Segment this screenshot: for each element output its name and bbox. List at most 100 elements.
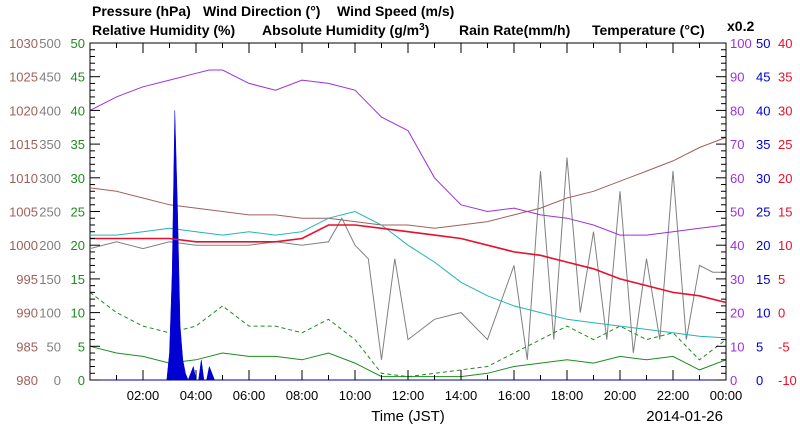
wind-direction-tick-label: 450 xyxy=(39,70,61,85)
data-series xyxy=(89,69,727,381)
series-wind-speed-m-s-gust xyxy=(89,292,727,378)
temperature-tick-label: 25 xyxy=(778,137,792,152)
pressure-title: Pressure (hPa) xyxy=(92,3,191,19)
wind-speed-tick-label: 35 xyxy=(71,137,85,152)
wind-direction-tick-label: 300 xyxy=(39,171,61,186)
relative-humidity-tick-label: 60 xyxy=(730,171,744,186)
temperature-title: Temperature (°C) xyxy=(592,22,705,38)
x-tick-label: 22:00 xyxy=(657,388,690,403)
wind-speed-tick-label: 5 xyxy=(78,339,85,354)
relative-humidity-tick-label: 80 xyxy=(730,103,744,118)
wind-speed-tick-label: 45 xyxy=(71,70,85,85)
series-wind-direction xyxy=(89,157,726,360)
wind-direction-tick-label: 200 xyxy=(39,238,61,253)
pressure-tick-label: 1020 xyxy=(9,103,38,118)
wind-speed-tick-label: 10 xyxy=(71,306,85,321)
wind-speed-tick-label: 30 xyxy=(71,171,85,186)
wind-speed-title: Wind Speed (m/s) xyxy=(337,3,454,19)
absolute-humidity-title: Absolute Humidity (g/m3) xyxy=(262,22,429,38)
temperature-tick-label: 30 xyxy=(778,103,792,118)
temperature-tick-label: 15 xyxy=(778,205,792,220)
x-axis-title: Time (JST) xyxy=(371,408,445,425)
relative-humidity-tick-label: 90 xyxy=(730,70,744,85)
wind-direction-tick-label: 50 xyxy=(47,339,61,354)
rain-rate-tick-label: 35 xyxy=(756,137,770,152)
x-tick-label: 18:00 xyxy=(551,388,584,403)
rain-rate-tick-label: 15 xyxy=(756,272,770,287)
rain-rate-tick-label: 50 xyxy=(756,36,770,51)
x-tick-label: 06:00 xyxy=(233,388,266,403)
wind-direction-tick-label: 350 xyxy=(39,137,61,152)
relative-humidity-tick-label: 70 xyxy=(730,137,744,152)
wind-speed-tick-label: 0 xyxy=(78,373,85,388)
wind-direction-tick-label: 0 xyxy=(54,373,61,388)
plot-frame xyxy=(89,42,727,381)
wind-direction-tick-label: 400 xyxy=(39,103,61,118)
rain-rate-tick-label: 25 xyxy=(756,205,770,220)
pressure-tick-label: 995 xyxy=(16,272,38,287)
absolute-humidity-title-main: Absolute Humidity (g/m xyxy=(262,22,419,38)
wind-direction-tick-label: 100 xyxy=(39,306,61,321)
wind-direction-tick-label: 250 xyxy=(39,205,61,220)
pressure-tick-label: 1010 xyxy=(9,171,38,186)
relative-humidity-tick-label: 40 xyxy=(730,238,744,253)
wind-direction-title: Wind Direction (°) xyxy=(203,3,320,19)
rain-rate-tick-label: 30 xyxy=(756,171,770,186)
pressure-tick-label: 1005 xyxy=(9,205,38,220)
wind-speed-tick-label: 20 xyxy=(71,238,85,253)
pressure-tick-label: 1025 xyxy=(9,70,38,85)
wind-direction-tick-label: 150 xyxy=(39,272,61,287)
x-tick-label: 16:00 xyxy=(498,388,531,403)
absolute-humidity-title-superscript: 3 xyxy=(419,22,425,33)
x-tick-label: 20:00 xyxy=(604,388,637,403)
wind-speed-tick-label: 40 xyxy=(71,103,85,118)
relative-humidity-tick-label: 0 xyxy=(730,373,737,388)
temperature-tick-label: 35 xyxy=(778,70,792,85)
relative-humidity-tick-label: 30 xyxy=(730,272,744,287)
temperature-tick-label: 0 xyxy=(778,306,785,321)
pressure-tick-label: 990 xyxy=(16,306,38,321)
chart-header: Pressure (hPa) Wind Direction (°) Wind S… xyxy=(92,3,754,38)
pressure-tick-label: 1015 xyxy=(9,137,38,152)
rain-rate-tick-label: 45 xyxy=(756,70,770,85)
pressure-tick-label: 985 xyxy=(16,339,38,354)
relative-humidity-tick-label: 20 xyxy=(730,306,744,321)
relative-humidity-tick-label: 100 xyxy=(730,36,752,51)
rain-rate-tick-label: 10 xyxy=(756,306,770,321)
x-tick-label: 10:00 xyxy=(339,388,372,403)
pressure-tick-label: 980 xyxy=(16,373,38,388)
x-tick-label: 12:00 xyxy=(392,388,425,403)
pressure-tick-label: 1000 xyxy=(9,238,38,253)
x-tick-label: 00:00 xyxy=(710,388,743,403)
temperature-tick-label: 5 xyxy=(778,272,785,287)
x-tick-label: 04:00 xyxy=(180,388,213,403)
series-absolute-humidity-g-m3-x0-2 xyxy=(90,210,727,339)
wind-direction-tick-label: 500 xyxy=(39,36,61,51)
wind-speed-tick-label: 25 xyxy=(71,205,85,220)
wind-speed-tick-label: 15 xyxy=(71,272,85,287)
rain-rate-title: Rain Rate(mm/h) xyxy=(459,22,570,38)
relative-humidity-title: Relative Humidity (%) xyxy=(92,22,235,38)
rain-rate-tick-label: 0 xyxy=(756,373,763,388)
x-tick-label: 02:00 xyxy=(127,388,160,403)
temperature-tick-label: -5 xyxy=(778,339,790,354)
temperature-tick-label: 20 xyxy=(778,171,792,186)
relative-humidity-tick-label: 10 xyxy=(730,339,744,354)
series-relative-humidity xyxy=(89,69,727,236)
x-tick-label: 14:00 xyxy=(445,388,478,403)
temperature-tick-label: 40 xyxy=(778,36,792,51)
rain-rate-tick-label: 40 xyxy=(756,103,770,118)
series-rain-rate-mm-h xyxy=(90,110,726,381)
date-label: 2014-01-26 xyxy=(646,408,723,425)
absolute-humidity-title-suffix: ) xyxy=(425,22,430,38)
rain-rate-tick-label: 20 xyxy=(756,238,770,253)
absolute-humidity-factor: x0.2 xyxy=(727,18,754,34)
wind-speed-tick-label: 50 xyxy=(71,36,85,51)
pressure-tick-label: 1030 xyxy=(9,36,38,51)
relative-humidity-tick-label: 50 xyxy=(730,205,744,220)
x-tick-label: 08:00 xyxy=(286,388,319,403)
rain-rate-tick-label: 5 xyxy=(756,339,763,354)
series-pressure-hpa xyxy=(89,136,727,229)
